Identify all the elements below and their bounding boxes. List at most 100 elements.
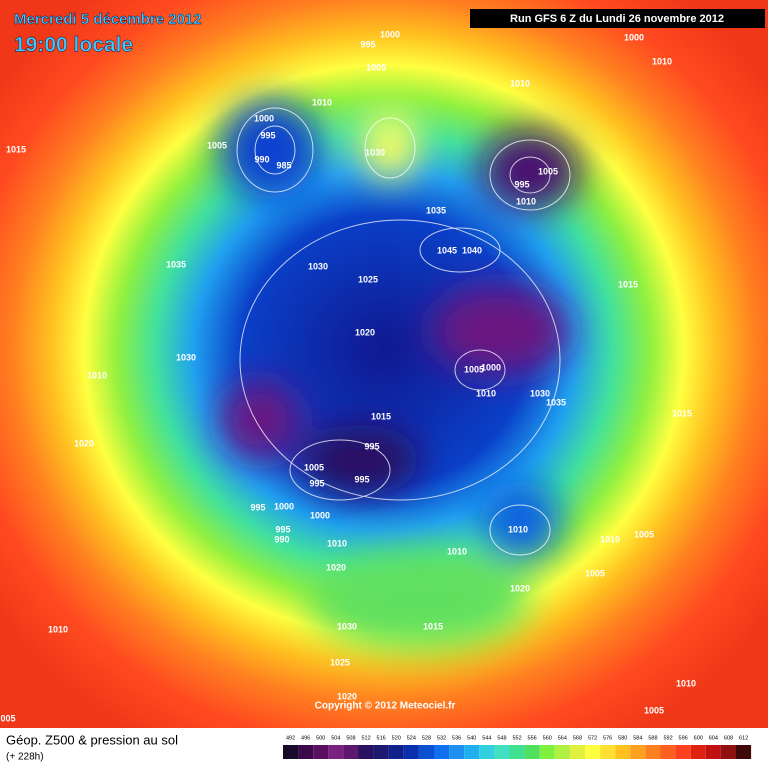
pressure-label: 995 (309, 478, 324, 488)
pressure-label: 1010 (516, 196, 536, 206)
pressure-label: 1005 (304, 462, 324, 472)
scale-swatch (313, 745, 329, 759)
copyright: Copyright © 2012 Meteociel.fr (315, 701, 456, 712)
pressure-label: 1040 (462, 245, 482, 255)
pressure-label: 1005 (585, 568, 605, 578)
scale-swatch (283, 745, 299, 759)
pressure-label: 1010 (447, 546, 467, 556)
scale-label: 528 (422, 735, 431, 741)
scale-label: 564 (558, 735, 567, 741)
date: Mercredi 5 décembre 2012 (14, 11, 202, 28)
pressure-label: 1020 (355, 327, 375, 337)
time: 19:00 locale (14, 34, 133, 57)
pressure-label: 995 (275, 524, 290, 534)
pressure-label: 1030 (365, 147, 385, 157)
scale-swatch (479, 745, 495, 759)
scale-label: 508 (346, 735, 355, 741)
pressure-label: 1010 (676, 678, 696, 688)
pressure-label: 995 (354, 474, 369, 484)
scale-swatch (434, 745, 450, 759)
isobars (236, 107, 571, 556)
scale-label: 492 (286, 735, 295, 741)
pressure-label: 1005 (634, 529, 654, 539)
scale-swatch (388, 745, 404, 759)
scale-label: 608 (724, 735, 733, 741)
scale-label: 604 (709, 735, 718, 741)
pressure-label: 990 (254, 154, 269, 164)
pressure-label: 1035 (546, 397, 566, 407)
pressure-label: 995 (260, 130, 275, 140)
scale-swatch (358, 745, 374, 759)
pressure-label: 995 (250, 502, 265, 512)
pressure-label: 1025 (330, 657, 350, 667)
pressure-label: 985 (276, 160, 291, 170)
scale-swatch (464, 745, 480, 759)
pressure-label: 995 (514, 179, 529, 189)
scale-swatch (675, 745, 691, 759)
pressure-label: 990 (274, 534, 289, 544)
scale-label: 544 (482, 735, 491, 741)
pressure-label: 1015 (371, 411, 391, 421)
pressure-label: 1010 (87, 370, 107, 380)
pressure-label: 1030 (530, 388, 550, 398)
pressure-label: 1020 (74, 438, 94, 448)
scale-swatch (509, 745, 525, 759)
scale-swatch (449, 745, 465, 759)
pressure-label: 1030 (176, 352, 196, 362)
pressure-label: 1000 (274, 501, 294, 511)
scale-label: 532 (437, 735, 446, 741)
scale-swatch (630, 745, 646, 759)
scale-swatch (524, 745, 540, 759)
pressure-label: 995 (360, 39, 375, 49)
pressure-label: 1010 (600, 534, 620, 544)
pressure-label: 1000 (310, 510, 330, 520)
pressure-label: 1015 (618, 279, 638, 289)
scale-swatch (554, 745, 570, 759)
pressure-label: 1010 (476, 388, 496, 398)
pressure-label: 1015 (423, 621, 443, 631)
scale-swatch (418, 745, 434, 759)
scale-swatch (373, 745, 389, 759)
scale-swatch (660, 745, 676, 759)
scale-swatch (720, 745, 736, 759)
pressure-label: 1000 (624, 32, 644, 42)
scale-label: 496 (301, 735, 310, 741)
pressure-label: 1010 (312, 97, 332, 107)
scale-swatch (705, 745, 721, 759)
scale-swatch (600, 745, 616, 759)
pressure-label: 1020 (326, 562, 346, 572)
pressure-label: 1010 (510, 78, 530, 88)
scale-label: 576 (603, 735, 612, 741)
scale-label: 536 (452, 735, 461, 741)
scale-label: 512 (361, 735, 370, 741)
scale-swatch (736, 745, 752, 759)
pressure-label: 1045 (437, 245, 457, 255)
pressure-label: 1010 (327, 538, 347, 548)
pressure-label: 1015 (6, 144, 26, 154)
scale-label: 572 (588, 735, 597, 741)
scale-swatch (645, 745, 661, 759)
scale-swatch (690, 745, 706, 759)
pressure-label: 1020 (510, 583, 530, 593)
scale-label: 548 (497, 735, 506, 741)
scale-swatch (328, 745, 344, 759)
height-field (220, 100, 580, 650)
pressure-label: 1010 (508, 524, 528, 534)
scale-label: 580 (618, 735, 627, 741)
pressure-label: 1015 (672, 408, 692, 418)
scale-swatch (494, 745, 510, 759)
scale-label: 560 (543, 735, 552, 741)
scale-label: 596 (679, 735, 688, 741)
pressure-label: 1005 (366, 62, 386, 72)
scale-label: 556 (528, 735, 537, 741)
pressure-label: 1025 (358, 274, 378, 284)
scale-label: 592 (663, 735, 672, 741)
scale-swatch (298, 745, 314, 759)
pressure-label: 1030 (337, 621, 357, 631)
pressure-label: 005 (0, 713, 15, 723)
scale-label: 520 (392, 735, 401, 741)
pressure-label: 1035 (166, 259, 186, 269)
pressure-label: 995 (364, 441, 379, 451)
pressure-label: 1005 (207, 140, 227, 150)
